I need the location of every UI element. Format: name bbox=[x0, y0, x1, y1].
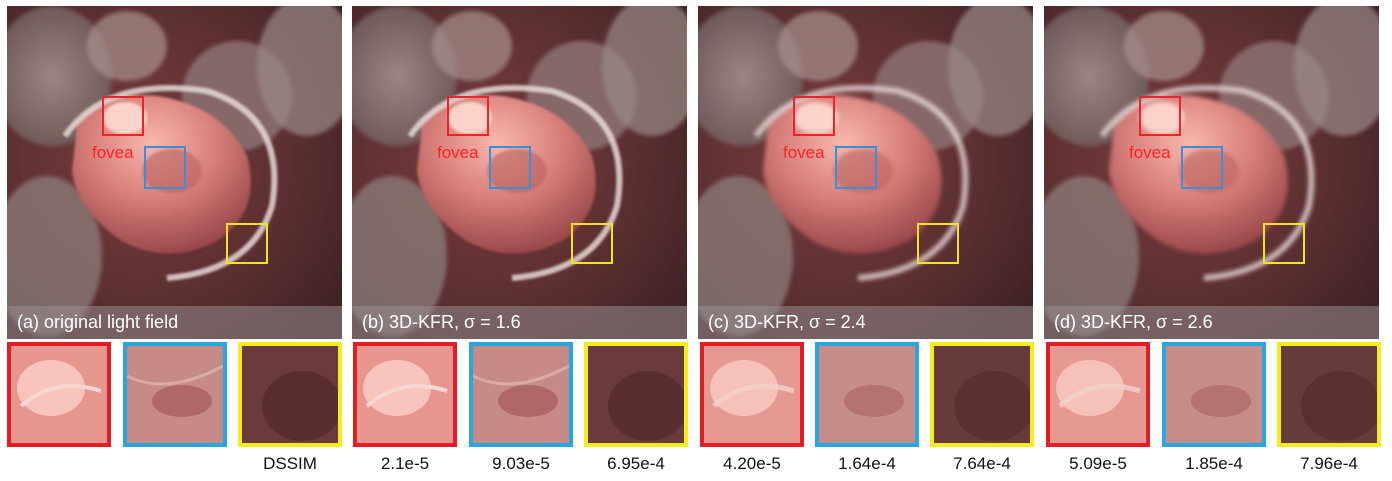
light-field-image bbox=[1044, 6, 1379, 339]
panel-caption: (b) 3D-KFR, σ = 1.6 bbox=[362, 312, 521, 332]
crop-red bbox=[7, 342, 111, 447]
roi-yellow-box bbox=[571, 223, 613, 264]
caption-bar: (c) 3D-KFR, σ = 2.4 bbox=[698, 306, 1033, 339]
panel-kfr-1-6: fovea (b) 3D-KFR, σ = 1.6 bbox=[352, 6, 687, 339]
roi-yellow-box bbox=[917, 223, 959, 264]
crop-yellow bbox=[1277, 342, 1381, 447]
crop-red bbox=[700, 342, 804, 447]
crop-blue bbox=[123, 342, 227, 447]
panel-kfr-2-4: fovea (c) 3D-KFR, σ = 2.4 bbox=[698, 6, 1033, 339]
dssim-value: 7.96e-4 bbox=[1300, 454, 1358, 473]
dssim-value: 1.64e-4 bbox=[838, 454, 896, 473]
roi-blue-box bbox=[144, 146, 186, 189]
panel-caption: (d) 3D-KFR, σ = 2.6 bbox=[1054, 312, 1213, 332]
dssim-value: 7.64e-4 bbox=[953, 454, 1011, 473]
light-field-image bbox=[7, 6, 342, 339]
fovea-label: fovea bbox=[437, 143, 479, 162]
crop-red bbox=[1046, 342, 1150, 447]
panel-original: fovea (a) original light field bbox=[7, 6, 342, 339]
panel-caption: (a) original light field bbox=[17, 312, 179, 332]
crop-yellow bbox=[584, 342, 688, 447]
dssim-value: 6.95e-4 bbox=[607, 454, 665, 473]
light-field-image bbox=[698, 6, 1033, 339]
dssim-label: DSSIM bbox=[263, 454, 317, 473]
roi-red-box bbox=[793, 96, 835, 136]
caption-bar: (a) original light field bbox=[7, 306, 342, 339]
roi-red-box bbox=[447, 96, 489, 136]
caption-bar: (d) 3D-KFR, σ = 2.6 bbox=[1044, 306, 1379, 339]
dssim-value: 2.1e-5 bbox=[380, 454, 430, 473]
crop-blue bbox=[1162, 342, 1266, 447]
fovea-label: fovea bbox=[1129, 143, 1171, 162]
crop-blue bbox=[469, 342, 573, 447]
roi-yellow-box bbox=[1263, 223, 1305, 264]
roi-yellow-box bbox=[226, 223, 268, 264]
crop-yellow bbox=[238, 342, 342, 447]
roi-blue-box bbox=[835, 146, 877, 189]
panel-kfr-2-6: fovea (d) 3D-KFR, σ = 2.6 bbox=[1044, 6, 1379, 339]
dssim-value: 1.85e-4 bbox=[1185, 454, 1243, 473]
fovea-label: fovea bbox=[783, 143, 825, 162]
crop-red bbox=[353, 342, 457, 447]
dssim-value: 9.03e-5 bbox=[492, 454, 550, 473]
roi-blue-box bbox=[489, 146, 531, 189]
panel-caption: (c) 3D-KFR, σ = 2.4 bbox=[708, 312, 866, 332]
dssim-value: 4.20e-5 bbox=[723, 454, 781, 473]
caption-bar: (b) 3D-KFR, σ = 1.6 bbox=[352, 306, 687, 339]
roi-blue-box bbox=[1181, 146, 1223, 189]
light-field-image bbox=[352, 6, 687, 339]
crop-blue bbox=[815, 342, 919, 447]
roi-red-box bbox=[102, 96, 144, 136]
crop-yellow bbox=[930, 342, 1034, 447]
roi-red-box bbox=[1139, 96, 1181, 136]
fovea-label: fovea bbox=[92, 143, 134, 162]
dssim-value: 5.09e-5 bbox=[1069, 454, 1127, 473]
